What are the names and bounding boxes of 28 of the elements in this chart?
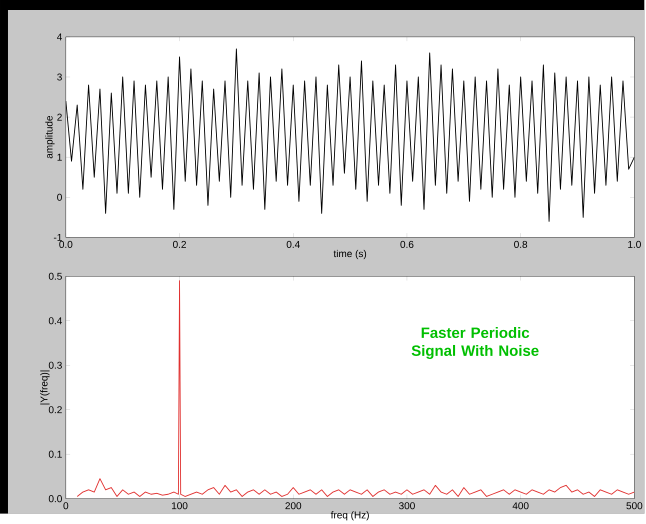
x-tick-label: 1.0 (628, 241, 641, 248)
x-axis-title: time (s) (334, 250, 366, 260)
x-tick-label: 0.6 (400, 241, 414, 248)
x-tick-label: 0.4 (286, 241, 300, 248)
x-tick-label: 400 (512, 502, 529, 510)
y-tick-label: 1 (58, 154, 62, 161)
y-tick-label: 0.3 (48, 362, 62, 369)
annotation: Faster Periodic Signal With Noise (412, 327, 539, 360)
x-tick-label: 100 (172, 502, 188, 510)
x-tick-label: 500 (626, 502, 642, 510)
y-tick-label: 0.4 (48, 317, 62, 324)
x-tick-label: 200 (285, 502, 302, 510)
x-tick-label: 0.2 (172, 241, 186, 248)
x-tick-label: 300 (399, 502, 415, 510)
y-axis-title: amplitude (45, 116, 55, 158)
y-tick-label: 0.2 (48, 406, 62, 414)
x-tick-label: 0 (63, 502, 68, 510)
y-tick-label: 3 (57, 74, 62, 81)
y-tick-label: 4 (56, 34, 62, 40)
y-tick-label: 0.0 (48, 495, 62, 502)
y-tick-label: 0.5 (48, 272, 62, 280)
x-axis-title: freq (Hz) (330, 511, 369, 521)
y-tick-label: -1 (54, 234, 62, 241)
y-axis-title: |Y(freq)| (40, 370, 50, 405)
x-tick-label: 0.8 (514, 241, 528, 248)
y-tick-label: 2 (57, 114, 62, 121)
y-tick-label: 0.1 (48, 450, 62, 458)
y-tick-label: 0 (57, 194, 62, 201)
